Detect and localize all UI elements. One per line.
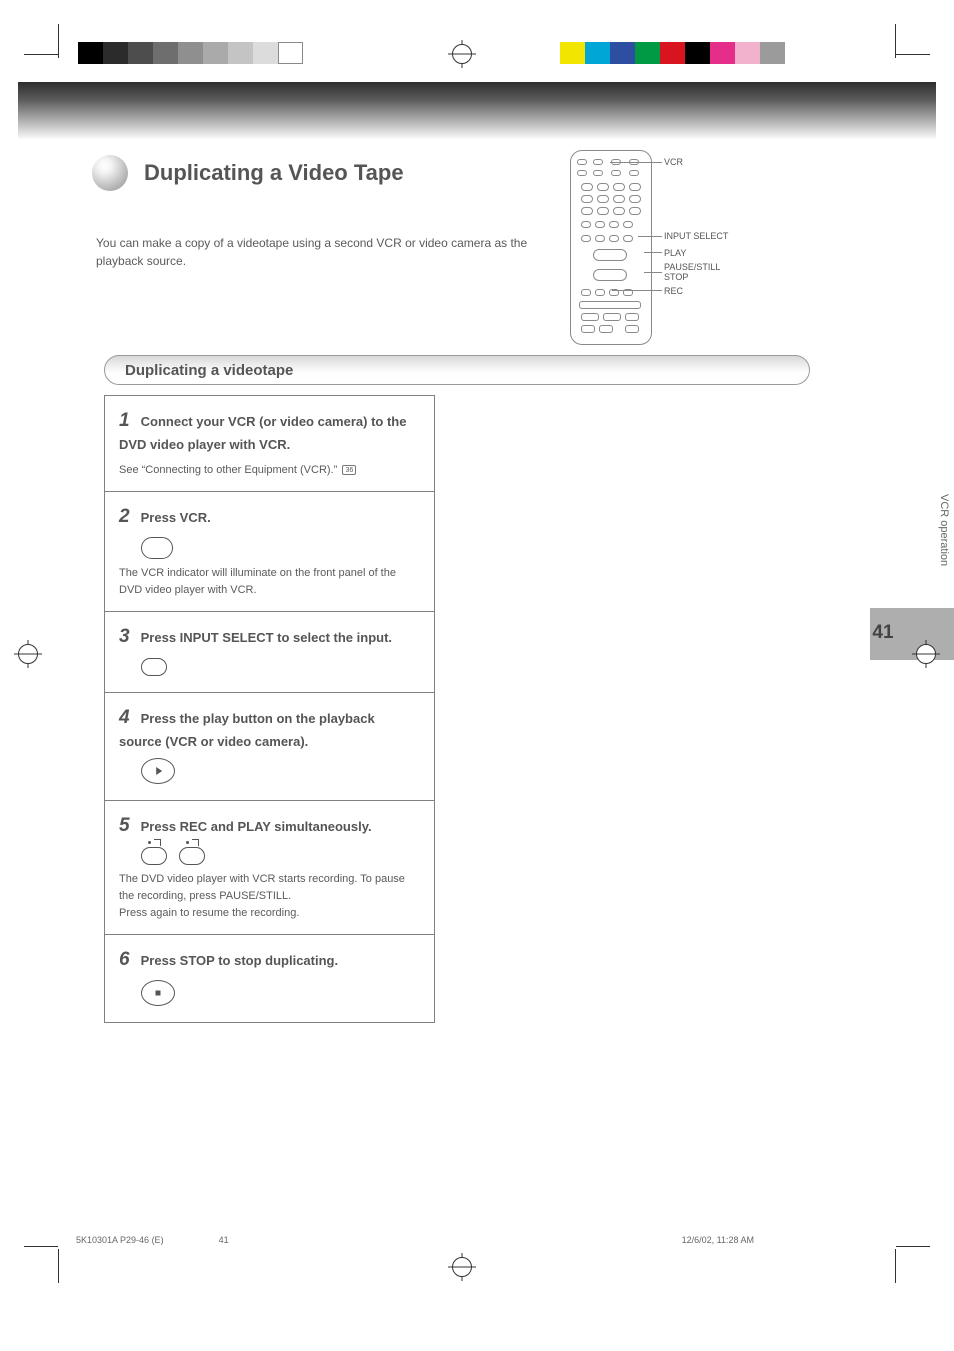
remote-label-vcr: VCR: [664, 157, 683, 167]
section-title: Duplicating a videotape: [125, 362, 293, 379]
step-4: 4 Press the play button on the playback …: [104, 693, 435, 802]
page-number: 41: [860, 622, 906, 658]
step-6: 6 Press STOP to stop duplicating.: [104, 935, 435, 1023]
step-number: 2: [119, 506, 130, 527]
callout-line: [638, 236, 662, 237]
registration-mark-top: [448, 40, 476, 68]
footer-filename: 5K10301A P29-46 (E) 41: [76, 1235, 229, 1245]
callout-line: [644, 272, 662, 273]
play-button-icon: [141, 758, 175, 784]
crop-mark: [58, 24, 59, 58]
step-body-text: The DVD video player with VCR starts rec…: [119, 871, 420, 922]
side-tab: VCR operation: [938, 440, 950, 620]
step-heading: Press the play button on the playback so…: [119, 711, 375, 749]
crop-mark: [895, 1249, 896, 1283]
step-heading: Connect your VCR (or video camera) to th…: [119, 414, 406, 452]
page-root: Duplicating a Video Tape You can make a …: [0, 0, 954, 1351]
step-number: 4: [119, 707, 130, 728]
callout-line: [610, 162, 662, 163]
grayscale-swatches: [78, 42, 303, 64]
vcr-button-icon: [141, 537, 173, 559]
step-5: 5 Press REC and PLAY simultaneously. The…: [104, 801, 435, 935]
crop-mark: [895, 24, 896, 58]
page-ref-icon: 36: [342, 465, 356, 475]
step-number: 6: [119, 949, 130, 970]
step-body-text: The VCR indicator will illuminate on the…: [119, 565, 420, 599]
header-gradient: [18, 82, 936, 140]
step-body-text: See “Connecting to other Equipment (VCR)…: [119, 464, 337, 476]
callout-line: [612, 290, 662, 291]
step-number: 3: [119, 626, 130, 647]
remote-illustration: [570, 150, 652, 345]
stop-button-icon: [141, 980, 175, 1006]
step-number: 1: [119, 410, 130, 431]
step-heading: Press STOP to stop duplicating.: [141, 953, 338, 968]
step-2: 2 Press VCR. The VCR indicator will illu…: [104, 492, 435, 613]
callout-line: [644, 252, 662, 253]
crop-mark: [896, 1246, 930, 1247]
crop-mark: [896, 54, 930, 55]
step-heading: Press REC and PLAY simultaneously.: [141, 819, 372, 834]
registration-mark-left: [14, 640, 42, 668]
play-button-icon: [179, 847, 205, 865]
registration-mark-right: [912, 640, 940, 668]
registration-mark-bottom: [448, 1253, 476, 1281]
step-heading: Press INPUT SELECT to select the input.: [141, 630, 392, 645]
color-swatches: [560, 42, 785, 64]
section-title-bar: Duplicating a videotape: [104, 355, 810, 385]
crop-mark: [58, 1249, 59, 1283]
remote-label-play: PLAY: [664, 248, 686, 258]
header-sphere-icon: [92, 155, 128, 191]
remote-label-input: INPUT SELECT: [664, 231, 728, 241]
remote-label-pause-stop: PAUSE/STILL STOP: [664, 262, 720, 282]
remote-label-rec: REC: [664, 286, 683, 296]
step-heading: Press VCR.: [141, 510, 211, 525]
page-title: Duplicating a Video Tape: [144, 159, 404, 187]
input-select-icon: [141, 658, 167, 676]
step-3: 3 Press INPUT SELECT to select the input…: [104, 612, 435, 692]
page-subtitle: You can make a copy of a videotape using…: [96, 234, 576, 270]
page-header: Duplicating a Video Tape: [92, 155, 404, 191]
step-number: 5: [119, 815, 130, 836]
crop-mark: [24, 54, 58, 55]
steps-list: 1 Connect your VCR (or video camera) to …: [104, 395, 435, 1023]
crop-mark: [24, 1246, 58, 1247]
footer-timestamp: 12/6/02, 11:28 AM: [682, 1235, 754, 1245]
rec-button-icon: [141, 847, 167, 865]
step-1: 1 Connect your VCR (or video camera) to …: [104, 395, 435, 492]
